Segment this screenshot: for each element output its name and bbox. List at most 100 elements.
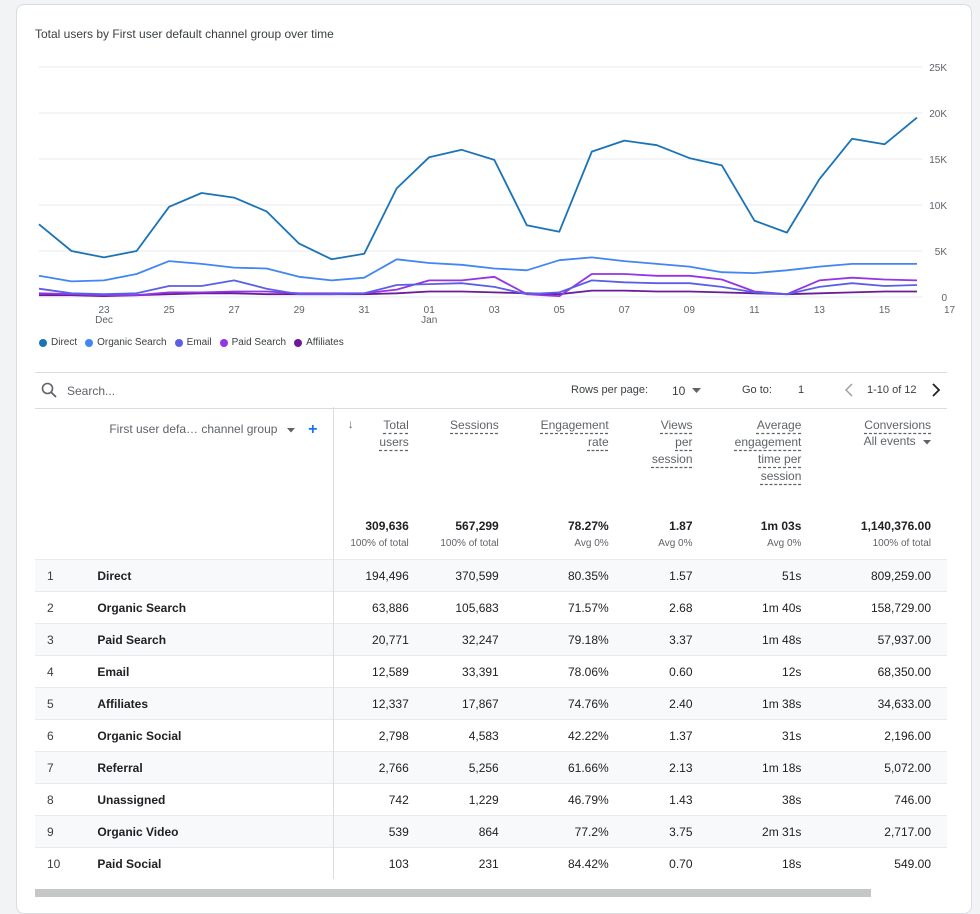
rows-per-page-select[interactable]: 10 — [672, 384, 686, 398]
row-metric-cell: 18s — [708, 847, 818, 879]
search-input[interactable] — [65, 381, 269, 401]
legend-item[interactable]: Paid Search — [219, 337, 286, 348]
x-tick-label: 23 Dec — [95, 305, 113, 326]
table-row[interactable]: 4 Email 12,589 33,391 78.06% 0.60 12s 68,350.00 — [35, 655, 947, 688]
row-metric-cell: 1m 40s — [708, 591, 818, 624]
row-metric-cell: 12s — [708, 655, 818, 688]
table-row[interactable]: 8 Unassigned 742 1,229 46.79% 1.43 38s 746.00 — [35, 783, 947, 816]
row-metric-cell: 1.57 — [624, 559, 709, 592]
legend-item[interactable]: Direct — [39, 337, 77, 348]
row-metric-cell: 38s — [708, 783, 818, 816]
total-cell: 1.87 Avg 0% — [625, 517, 709, 560]
row-metric-cell: 1.43 — [624, 783, 709, 816]
y-tick-label: 10K — [929, 201, 947, 212]
table-row[interactable]: 5 Affiliates 12,337 17,867 74.76% 2.40 1m 38s 3… — [35, 687, 947, 720]
header-label-1[interactable]: Sessions — [450, 418, 499, 432]
row-channel-name[interactable]: Referral — [97, 751, 334, 784]
col-header-engagement-rate[interactable]: Engagement rate — [515, 407, 625, 517]
legend-item[interactable]: Organic Search — [85, 337, 167, 348]
row-metric-cell: 33,391 — [424, 655, 515, 688]
table-row[interactable]: 3 Paid Search 20,771 32,247 79.18% 3.37 1m 48s… — [35, 623, 947, 656]
row-channel-name[interactable]: Direct — [97, 559, 334, 592]
row-channel-name[interactable]: Organic Video — [97, 815, 334, 848]
table-row[interactable]: 10 Paid Social 103 231 84.42% 0.70 18s 549.00 — [35, 847, 947, 879]
legend-dot-icon — [85, 338, 94, 347]
legend-label: Affiliates — [306, 337, 344, 348]
header-label-2[interactable]: Engagement rate — [540, 418, 609, 449]
go-to-input[interactable]: 1 — [798, 384, 805, 396]
table-row[interactable]: 2 Organic Search 63,886 105,683 71.57% 2.68 1m… — [35, 591, 947, 624]
row-metric-cell: 68,350.00 — [817, 655, 947, 688]
row-metric-cell: 84.42% — [514, 847, 625, 879]
row-metric-cell: 1,229 — [424, 783, 515, 816]
header-label-3[interactable]: Views per session — [651, 418, 693, 466]
col-header-total-users[interactable]: ↓ Total users — [333, 407, 424, 517]
row-metric-cell: 63,886 — [333, 591, 425, 624]
rows-dropdown-caret-icon[interactable] — [692, 388, 701, 394]
header-label-4[interactable]: Average engagement time per session — [734, 418, 802, 483]
rows-per-page-label: Rows per page: — [571, 384, 649, 396]
conversions-dropdown-caret-icon[interactable] — [923, 440, 931, 445]
row-channel-name[interactable]: Organic Search — [97, 591, 334, 624]
header-label-5[interactable]: Conversions — [864, 418, 931, 432]
row-channel-name[interactable]: Organic Social — [97, 719, 334, 752]
row-metric-cell: 2,766 — [333, 751, 425, 784]
row-metric-cell: 549.00 — [817, 847, 947, 879]
legend-item[interactable]: Email — [174, 337, 212, 348]
series-line-direct — [38, 116, 918, 261]
row-metric-cell: 1.37 — [624, 719, 709, 752]
row-index: 1 — [35, 559, 98, 592]
x-tick-label: 15 — [879, 305, 891, 316]
row-metric-cell: 105,683 — [424, 591, 515, 624]
dimension-dropdown-caret-icon[interactable] — [286, 428, 295, 433]
col-header-sessions[interactable]: Sessions — [425, 407, 515, 517]
legend-dot-icon — [39, 338, 47, 347]
x-tick-label: 01 Jan — [421, 305, 437, 326]
table-toolbar: Rows per page: 10 Go to: 1 1-10 of 12 — [35, 372, 947, 409]
previous-page-icon[interactable] — [845, 383, 853, 397]
total-subtext: 100% of total — [350, 538, 409, 549]
row-metric-cell: 2.40 — [624, 687, 709, 720]
row-metric-cell: 5,256 — [424, 751, 515, 784]
row-metric-cell: 742 — [333, 783, 425, 816]
row-metric-cell: 1m 48s — [708, 623, 818, 656]
add-dimension-plus-icon[interactable]: + — [308, 421, 318, 438]
row-metric-cell: 74.76% — [514, 687, 625, 720]
x-tick-label: 27 — [229, 305, 241, 316]
conversions-event-select[interactable]: All events — [863, 434, 916, 448]
sort-arrow-down-icon[interactable]: ↓ — [347, 417, 354, 431]
row-channel-name[interactable]: Unassigned — [97, 783, 334, 816]
row-channel-name[interactable]: Email — [97, 655, 334, 688]
row-channel-name[interactable]: Paid Social — [97, 847, 334, 879]
total-value: 1.87 — [669, 519, 693, 533]
table-row[interactable]: 7 Referral 2,766 5,256 61.66% 2.13 1m 18s 5,072… — [35, 751, 947, 784]
horizontal-scrollbar[interactable] — [35, 889, 871, 897]
y-tick-label: 5K — [935, 247, 948, 258]
row-metric-cell: 77.2% — [514, 815, 625, 848]
row-channel-name[interactable]: Affiliates — [97, 687, 334, 720]
chart-legend: Direct Organic Search Email Paid Search Affi… — [39, 337, 344, 348]
legend-item[interactable]: Affiliates — [294, 337, 344, 348]
table-row[interactable]: 6 Organic Social 2,798 4,583 42.22% 1.37 31s 2,… — [35, 719, 947, 752]
row-metric-cell: 20,771 — [333, 623, 425, 656]
col-header-conversions[interactable]: Conversions All events — [817, 407, 947, 517]
next-page-icon[interactable] — [932, 383, 940, 397]
go-to-label: Go to: — [742, 384, 772, 396]
dimension-header[interactable]: First user defa… channel group — [109, 422, 278, 436]
row-channel-name[interactable]: Paid Search — [97, 623, 334, 656]
total-cell: 1m 03s Avg 0% — [709, 517, 818, 560]
row-metric-cell: 80.35% — [514, 559, 625, 592]
pagination-range: 1-10 of 12 — [867, 384, 917, 396]
table-row[interactable]: 9 Organic Video 539 864 77.2% 3.75 2m 31s 2,717… — [35, 815, 947, 848]
total-subtext: 100% of total — [440, 538, 499, 549]
row-index: 8 — [35, 783, 98, 816]
col-header-views-per-session[interactable]: Views per session — [625, 407, 709, 517]
row-index: 7 — [35, 751, 98, 784]
x-tick-label: 05 — [554, 305, 566, 316]
row-metric-cell: 539 — [333, 815, 425, 848]
col-header-avg-engagement-time[interactable]: Average engagement time per session — [709, 407, 818, 517]
header-label-0[interactable]: Total users — [379, 418, 409, 449]
y-tick-label: 25K — [929, 63, 947, 74]
table-row[interactable]: 1 Direct 194,496 370,599 80.35% 1.57 51s 809,25… — [35, 559, 947, 592]
row-metric-cell: 46.79% — [514, 783, 625, 816]
